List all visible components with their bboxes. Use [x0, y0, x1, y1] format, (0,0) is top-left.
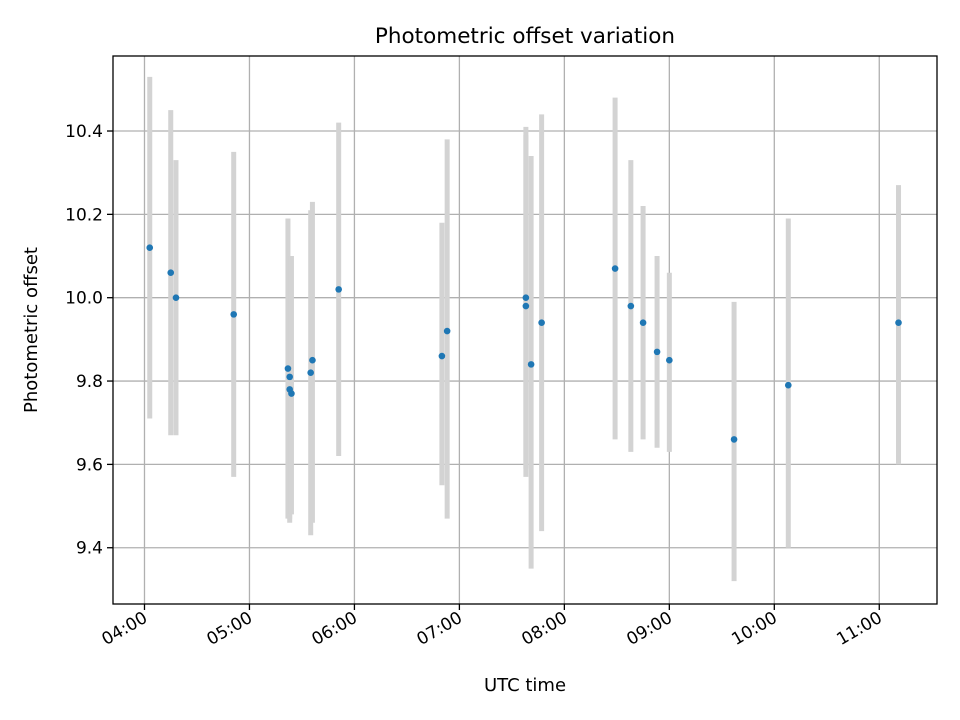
y-tick-label: 10.0: [65, 289, 103, 309]
data-point: [443, 327, 451, 335]
y-tick-label: 10.4: [65, 122, 103, 142]
data-point: [286, 373, 293, 381]
x-tick-label: 10:00: [728, 608, 780, 650]
data-point: [895, 319, 902, 327]
x-tick-label: 04:00: [99, 608, 151, 650]
data-point: [730, 436, 738, 443]
x-tick-label: 07:00: [413, 608, 465, 650]
x-tick-label: 05:00: [204, 608, 256, 650]
data-point: [335, 286, 342, 293]
x-axis: 04:00 05:00 06:00 07:00 08:00 09:00 10:00 11:00: [99, 604, 886, 650]
y-tick-label: 10.2: [65, 205, 103, 225]
chart-title: Photometric offset variation: [375, 24, 675, 49]
data-point: [639, 319, 647, 327]
data-point: [653, 348, 661, 356]
data-point: [666, 356, 673, 364]
data-point: [288, 390, 295, 397]
data-points: [146, 244, 902, 443]
x-tick-label: 11:00: [833, 608, 885, 650]
y-tick-label: 9.8: [76, 372, 103, 392]
y-axis: 9.4 9.6 9.8 10.0 10.2 10.4: [65, 122, 113, 559]
data-point: [167, 269, 175, 276]
y-tick-label: 9.6: [76, 455, 103, 475]
x-tick-label: 09:00: [623, 608, 675, 650]
data-point: [146, 244, 154, 251]
x-tick-label: 08:00: [518, 608, 570, 650]
data-point: [784, 381, 792, 389]
data-point: [438, 352, 446, 360]
data-point: [307, 369, 314, 377]
plot-frame: [112, 55, 938, 605]
data-point: [230, 311, 238, 318]
data-point: [522, 294, 530, 302]
data-point: [627, 302, 635, 310]
data-point: [527, 361, 535, 368]
data-point: [611, 265, 619, 272]
data-point: [538, 319, 545, 327]
data-point: [172, 294, 180, 302]
data-point: [284, 365, 292, 372]
data-point: [522, 302, 530, 310]
x-tick-label: 06:00: [308, 608, 360, 650]
data-point: [309, 356, 316, 364]
y-tick-label: 9.4: [76, 539, 103, 559]
error-bars: [147, 76, 902, 582]
x-axis-label: UTC time: [484, 675, 566, 696]
y-axis-label: Photometric offset: [21, 247, 42, 413]
